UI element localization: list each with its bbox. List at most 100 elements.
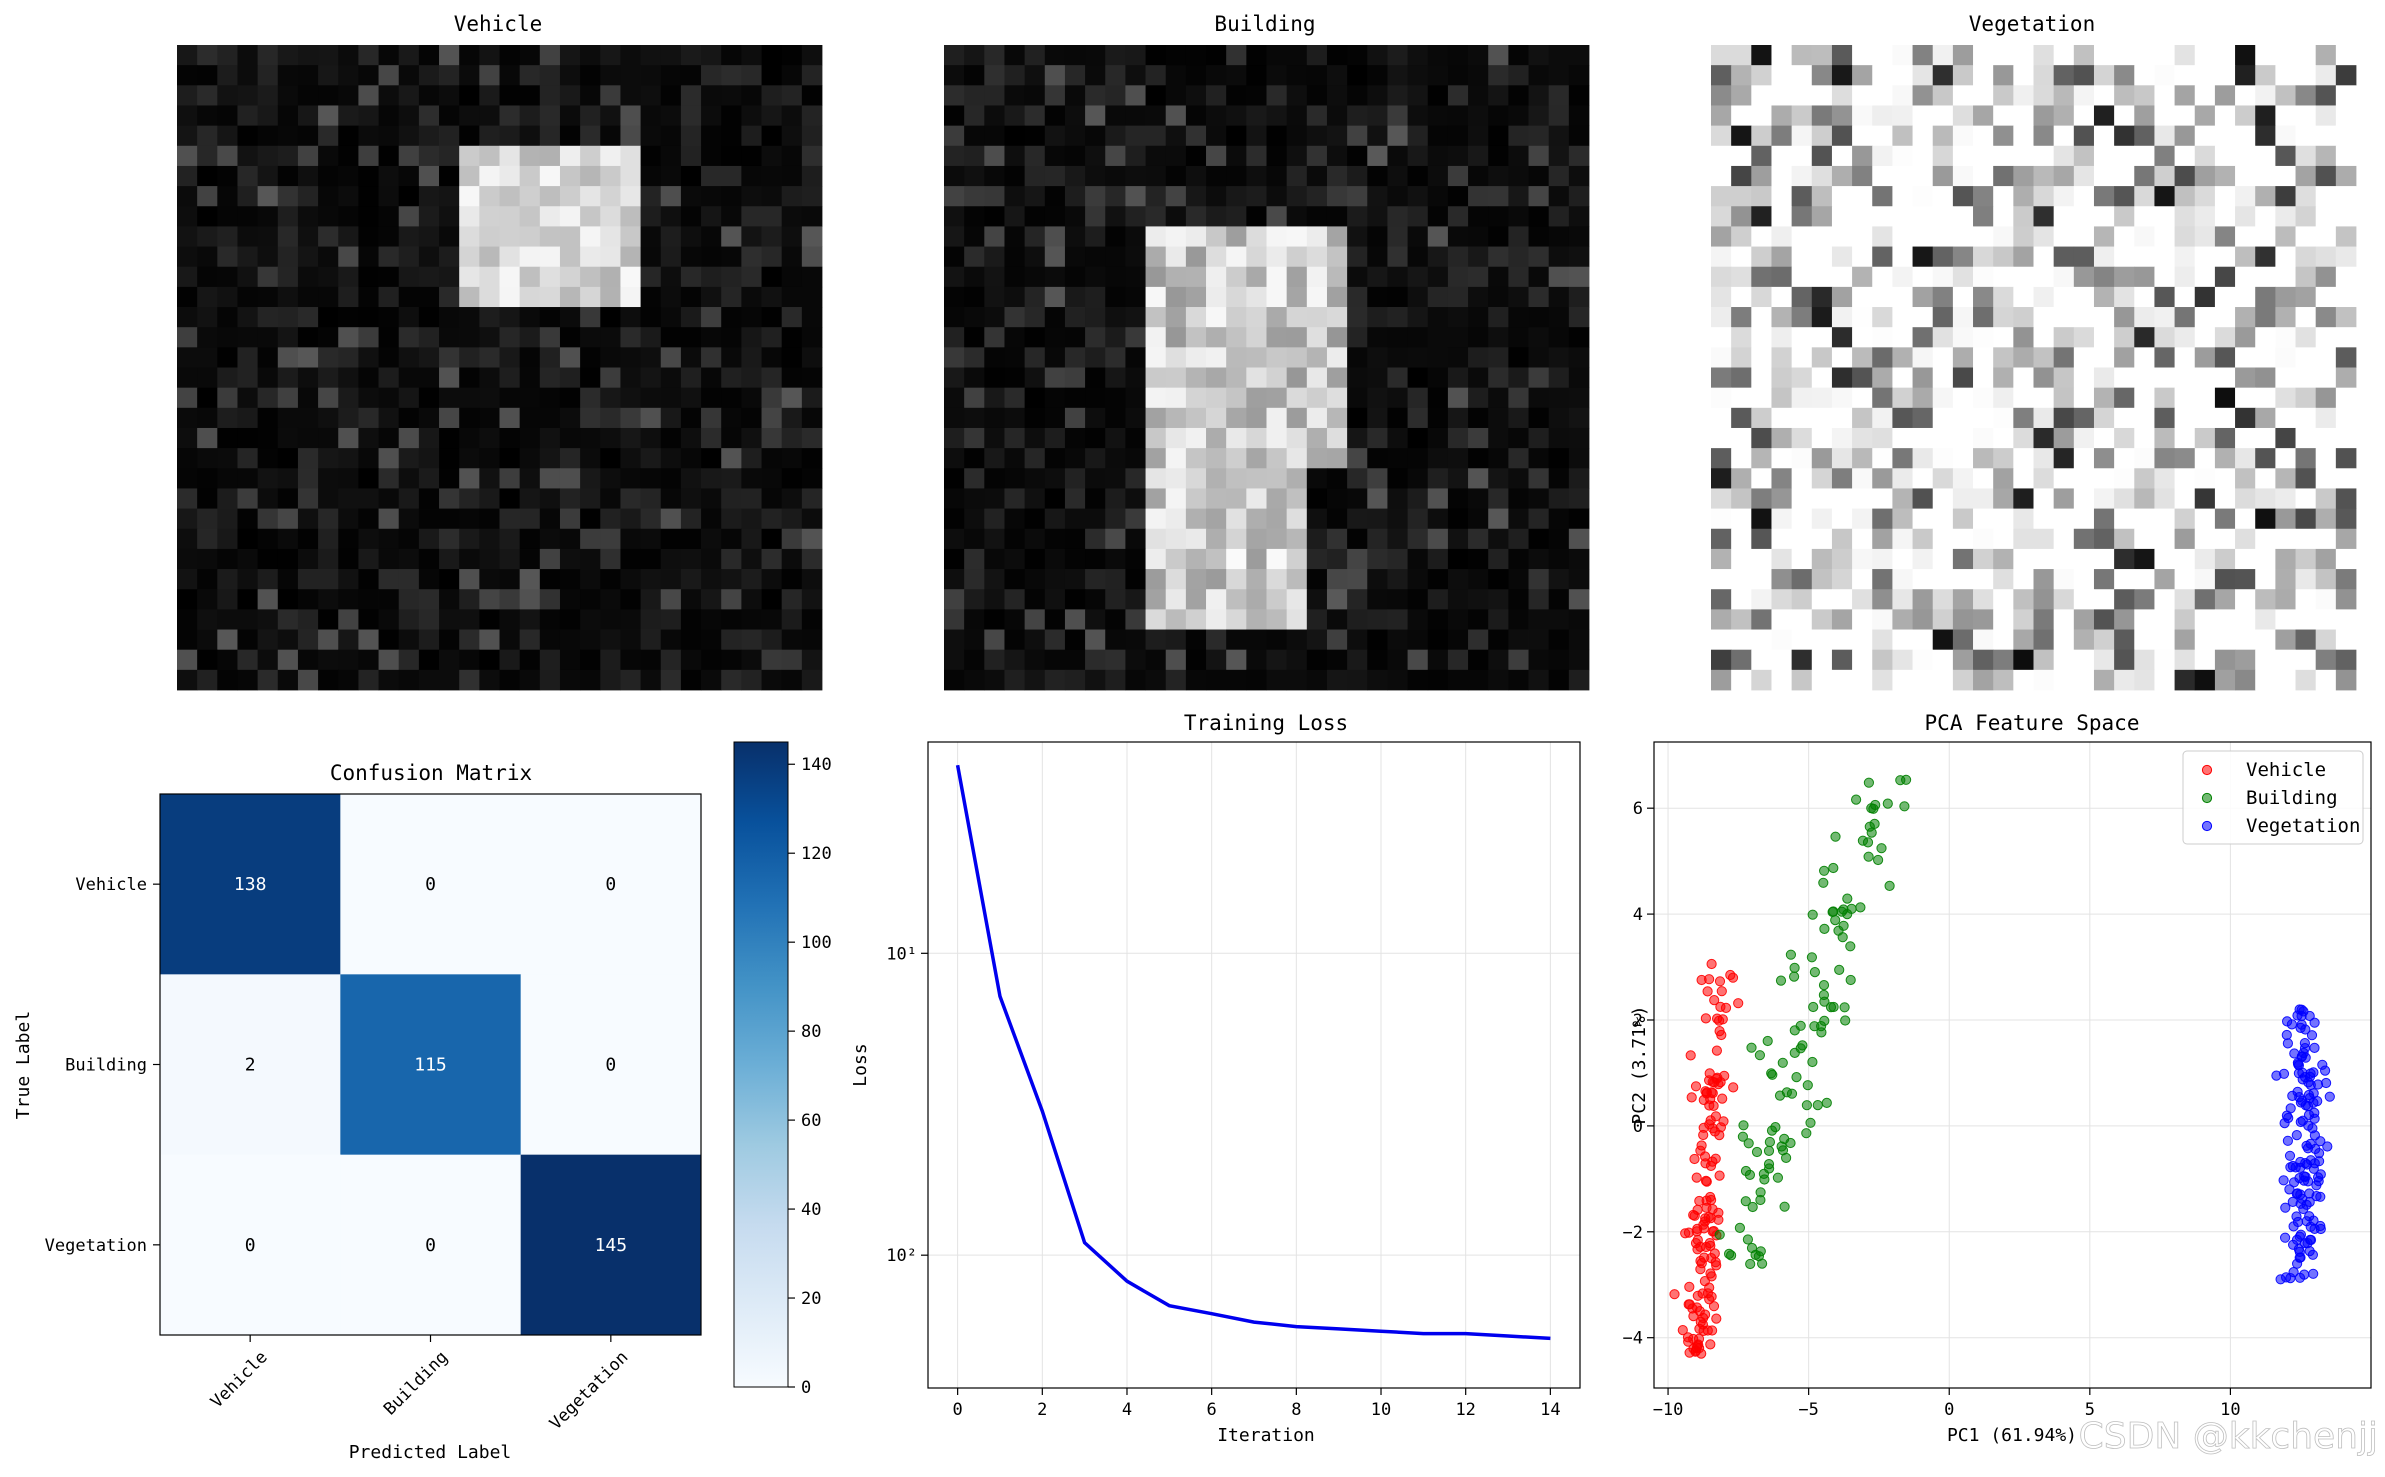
building-pixel (1085, 589, 1106, 610)
building-pixel (1528, 508, 1550, 530)
vegetation-pixel (1872, 45, 1893, 66)
vegetation-pixel (2093, 286, 2115, 308)
vehicle-pixel (580, 569, 601, 590)
vehicle-pixel (479, 186, 500, 207)
vehicle-pixel (398, 105, 420, 127)
vegetation-pixel (1831, 448, 1853, 469)
vegetation-pixel (1731, 45, 1752, 66)
vegetation-pixel (2214, 569, 2236, 590)
vegetation-pixel (1993, 226, 2014, 247)
vegetation-pixel (2053, 367, 2075, 389)
vegetation-pixel (2255, 427, 2276, 449)
vegetation-pixel (2053, 105, 2075, 127)
vehicle-pixel (660, 65, 682, 86)
vehicle-pixel (237, 125, 259, 147)
building-pixel (1528, 448, 1550, 469)
pca-point-vegetation (2300, 1024, 2311, 1035)
vehicle-pixel (318, 186, 339, 207)
building-pixel (1447, 105, 1469, 127)
vehicle-pixel (257, 427, 279, 449)
building-pixel (1488, 65, 1509, 86)
vegetation-pixel (1932, 206, 1954, 227)
vehicle-pixel (600, 508, 621, 530)
pca-xtick-label: 5 (2085, 1400, 2095, 1420)
vegetation-pixel (1751, 266, 1772, 288)
vegetation-pixel (1831, 246, 1853, 268)
building-pixel (1427, 669, 1449, 691)
vehicle-pixel (640, 629, 662, 651)
building-pixel (1226, 427, 1247, 449)
vehicle-pixel (680, 367, 702, 389)
vehicle-pixel (459, 125, 480, 147)
building-pixel (1306, 347, 1328, 368)
vegetation-pixel (1751, 246, 1772, 268)
vegetation-pixel (1831, 609, 1853, 630)
vegetation-pixel (1811, 629, 1833, 651)
vegetation-pixel (1872, 286, 1893, 308)
vehicle-pixel (620, 165, 641, 187)
pca-point-vehicle (1711, 1260, 1722, 1271)
pca-point-building (1740, 1196, 1751, 1207)
vegetation-pixel (2114, 589, 2135, 610)
building-pixel (1508, 85, 1529, 106)
vehicle-pixel (217, 669, 238, 691)
pca-point-building (1758, 1168, 1770, 1180)
building-pixel (1326, 448, 1348, 469)
vegetation-pixel (2114, 427, 2135, 449)
vegetation-pixel (1731, 548, 1752, 570)
pca-point-building (1845, 974, 1856, 986)
pca-point-building (1834, 964, 1845, 976)
vegetation-pixel (2053, 669, 2075, 691)
vehicle-pixel (277, 145, 299, 167)
vehicle-pixel (620, 226, 641, 247)
building-pixel (1206, 387, 1227, 409)
building-pixel (1004, 65, 1026, 86)
vehicle-pixel (439, 206, 460, 227)
vegetation-pixel (1791, 226, 1813, 247)
vegetation-pixel (2194, 165, 2216, 187)
building-pixel (1064, 226, 1086, 247)
pca-point-building (1840, 1015, 1851, 1026)
vehicle-pixel (660, 125, 682, 147)
vegetation-pixel (2114, 508, 2135, 530)
pca-point-vehicle (1690, 1081, 1702, 1092)
building-pixel (1347, 448, 1368, 469)
building-pixel (1468, 307, 1489, 328)
vegetation-pixel (1771, 488, 1793, 509)
building-pixel (1044, 307, 1066, 328)
vehicle-pixel (197, 145, 218, 167)
vegetation-pixel (1791, 468, 1813, 489)
building-pixel (1528, 609, 1550, 630)
building-pixel (964, 307, 985, 328)
vegetation-pixel (1912, 165, 1934, 187)
vegetation-pixel (2134, 266, 2155, 288)
vegetation-pixel (1973, 226, 1994, 247)
pca-point-vehicle (1707, 1325, 1718, 1336)
building-pixel (1387, 528, 1408, 550)
building-pixel (1306, 387, 1328, 409)
building-pixel (1427, 427, 1449, 449)
vehicle-pixel (620, 125, 641, 147)
vehicle-pixel (358, 528, 379, 550)
vehicle-pixel (781, 165, 803, 187)
vehicle-pixel (519, 286, 541, 308)
vegetation-pixel (1751, 85, 1772, 106)
building-pixel (1326, 569, 1348, 590)
building-pixel (1347, 407, 1368, 429)
building-pixel (1447, 649, 1469, 671)
vehicle-pixel (479, 508, 500, 530)
vehicle-pixel (499, 186, 521, 207)
vehicle-pixel (801, 145, 823, 167)
building-pixel (1085, 206, 1106, 227)
vegetation-pixel (1973, 266, 1994, 288)
building-pixel (1064, 468, 1086, 489)
vehicle-pixel (257, 307, 279, 328)
vegetation-pixel (1932, 125, 1954, 147)
vegetation-pixel (1952, 145, 1974, 167)
vehicle-pixel (620, 85, 641, 106)
vehicle-pixel (559, 206, 581, 227)
building-pixel (1044, 669, 1066, 691)
vehicle-pixel (277, 649, 299, 671)
vehicle-pixel (620, 508, 641, 530)
vehicle-pixel (479, 145, 500, 167)
